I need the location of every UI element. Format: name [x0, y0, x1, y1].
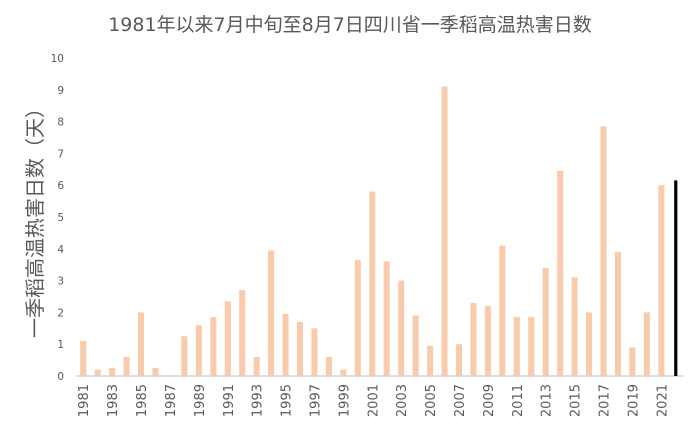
bar-1983: [109, 368, 116, 376]
bar-2001: [369, 191, 376, 376]
x-tick-label: 2003: [395, 384, 410, 417]
x-tick-label: 2007: [453, 384, 468, 417]
bar-1992: [239, 290, 246, 376]
bar-2012: [528, 317, 535, 376]
y-ticks-group: 0 1 2 3 4 5 6 7 8 9 10: [51, 53, 65, 383]
bars-group: [80, 86, 678, 377]
y-tick-label: 10: [51, 53, 64, 65]
x-tick-label: 2011: [511, 384, 526, 417]
bar-2003: [398, 280, 405, 376]
bar-2019: [629, 347, 636, 376]
bar-1994: [268, 250, 275, 376]
x-tick-label: 1997: [308, 384, 323, 417]
bar-1993: [253, 356, 260, 376]
x-tick-label: 1999: [337, 384, 352, 417]
y-tick-label: 0: [57, 371, 64, 383]
bar-2020: [643, 312, 650, 376]
bar-1988: [181, 336, 188, 376]
y-tick-label: 3: [57, 276, 64, 288]
bar-2000: [354, 259, 361, 376]
bar-1996: [296, 321, 304, 376]
y-tick-label: 4: [57, 244, 64, 256]
y-tick-label: 7: [57, 148, 64, 160]
bar-2002: [383, 261, 390, 376]
bar-1997: [311, 328, 318, 376]
y-tick-label: 1: [57, 339, 64, 351]
x-tick-label: 2005: [424, 384, 439, 417]
y-tick-label: 6: [57, 180, 64, 192]
x-ticks-group: 1981 1983 1985 1987 1989 1991 1993 1995 1997 1999…: [77, 384, 670, 417]
x-tick-label: 1991: [222, 384, 237, 417]
x-tick-label: 2019: [626, 384, 641, 417]
bar-2008: [470, 302, 477, 376]
x-tick-label: 2001: [366, 384, 381, 417]
bar-2004: [412, 315, 419, 376]
bar-2016: [586, 312, 593, 376]
x-tick-label: 2013: [540, 384, 555, 417]
bar-1986: [152, 368, 159, 376]
bar-1998: [325, 356, 332, 376]
x-tick-label: 2009: [482, 384, 497, 417]
bar-2021: [658, 185, 665, 376]
y-tick-label: 2: [57, 307, 64, 319]
bar-1989: [195, 325, 202, 376]
x-tick-label: 1995: [280, 384, 295, 417]
bar-1984: [123, 356, 130, 376]
y-tick-label: 8: [57, 117, 64, 129]
x-tick-label: 1993: [251, 384, 266, 417]
bar-1990: [210, 317, 217, 376]
bar-2009: [484, 306, 491, 376]
x-tick-label: 1983: [106, 384, 121, 417]
x-tick-label: 2021: [655, 384, 670, 417]
bar-1982: [94, 369, 101, 376]
bar-2022: [674, 180, 678, 376]
bar-1991: [224, 301, 231, 376]
bar-1995: [282, 313, 289, 376]
bar-2007: [455, 344, 463, 376]
bar-2006: [441, 86, 448, 377]
x-tick-label: 1981: [77, 384, 92, 417]
chart-title: 1981年以来7月中旬至8月7日四川省一季稻高温热害日数: [108, 14, 592, 36]
bar-2014: [557, 170, 564, 376]
bar-2015: [571, 277, 578, 376]
y-tick-label: 5: [57, 212, 64, 224]
bar-2011: [513, 317, 520, 376]
x-tick-label: 2017: [598, 384, 613, 417]
x-tick-label: 2015: [569, 384, 584, 417]
y-axis-label: 一季稻高温热害日数（天）: [23, 98, 47, 338]
bar-1981: [80, 341, 87, 376]
bar-1999: [340, 369, 347, 376]
bar-1985: [138, 312, 145, 376]
x-tick-label: 1987: [164, 384, 179, 417]
bar-2017: [600, 126, 607, 377]
x-tick-label: 1985: [135, 384, 150, 417]
bar-2018: [614, 251, 621, 376]
bar-2010: [499, 245, 506, 376]
y-tick-label: 9: [57, 85, 64, 97]
bar-2005: [427, 345, 434, 376]
x-tick-label: 1989: [193, 384, 208, 417]
bar-2013: [542, 267, 549, 376]
